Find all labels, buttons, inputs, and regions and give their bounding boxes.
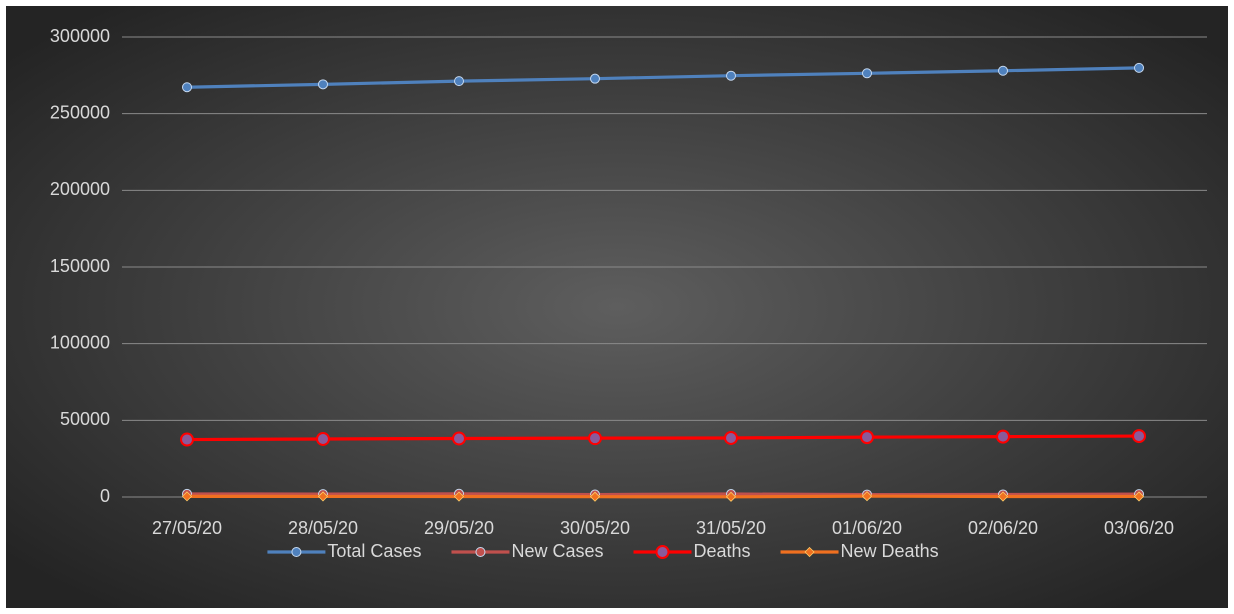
point xyxy=(317,491,329,502)
x-tick-label: 30/05/20 xyxy=(560,518,630,538)
point xyxy=(454,76,464,87)
point xyxy=(1133,491,1145,502)
point xyxy=(452,431,466,446)
x-tick-label: 01/06/20 xyxy=(832,518,902,538)
point xyxy=(453,491,465,502)
legend: Total Cases New Cases Deaths New Deaths xyxy=(267,541,939,561)
x-tick-label: 27/05/20 xyxy=(152,518,222,538)
point xyxy=(316,431,330,446)
y-tick-label: 300000 xyxy=(50,26,110,46)
y-tick-label: 200000 xyxy=(50,179,110,199)
x-tick-label: 31/05/20 xyxy=(696,518,766,538)
point xyxy=(862,68,872,79)
y-tick-label: 0 xyxy=(100,486,110,506)
point xyxy=(860,430,874,445)
point xyxy=(318,79,328,90)
point xyxy=(182,82,192,93)
point xyxy=(589,491,601,502)
point xyxy=(998,65,1008,76)
y-tick-label: 250000 xyxy=(50,102,110,122)
point xyxy=(997,491,1009,502)
x-tick-label: 28/05/20 xyxy=(288,518,358,538)
point xyxy=(996,429,1010,444)
point xyxy=(588,431,602,446)
y-tick-label: 150000 xyxy=(50,256,110,276)
point xyxy=(655,545,670,559)
point xyxy=(1132,429,1146,444)
legend-label: New Cases xyxy=(511,541,603,561)
point xyxy=(725,491,737,502)
chart-background xyxy=(6,6,1228,608)
point xyxy=(181,491,193,502)
series-line xyxy=(186,434,1140,442)
x-tick-label: 29/05/20 xyxy=(424,518,494,538)
series-line xyxy=(186,66,1140,89)
point xyxy=(861,491,873,502)
point xyxy=(475,547,486,557)
point xyxy=(804,546,815,558)
legend-item: New Deaths xyxy=(780,541,939,561)
series-line xyxy=(186,492,1140,497)
point xyxy=(726,70,736,81)
legend-label: Total Cases xyxy=(327,541,421,561)
y-tick-label: 100000 xyxy=(50,332,110,352)
legend-item: New Cases xyxy=(451,541,603,561)
point xyxy=(724,430,738,445)
point xyxy=(180,432,194,447)
legend-item: Total Cases xyxy=(267,541,421,561)
point xyxy=(1134,62,1144,73)
legend-label: New Deaths xyxy=(841,541,939,561)
series-line xyxy=(186,494,1140,499)
x-tick-label: 02/06/20 xyxy=(968,518,1038,538)
legend-label: Deaths xyxy=(693,541,750,561)
point xyxy=(590,73,600,84)
point xyxy=(291,547,302,557)
x-tick-label: 03/06/20 xyxy=(1104,518,1174,538)
y-tick-label: 50000 xyxy=(60,409,110,429)
legend-item: Deaths xyxy=(633,541,751,561)
